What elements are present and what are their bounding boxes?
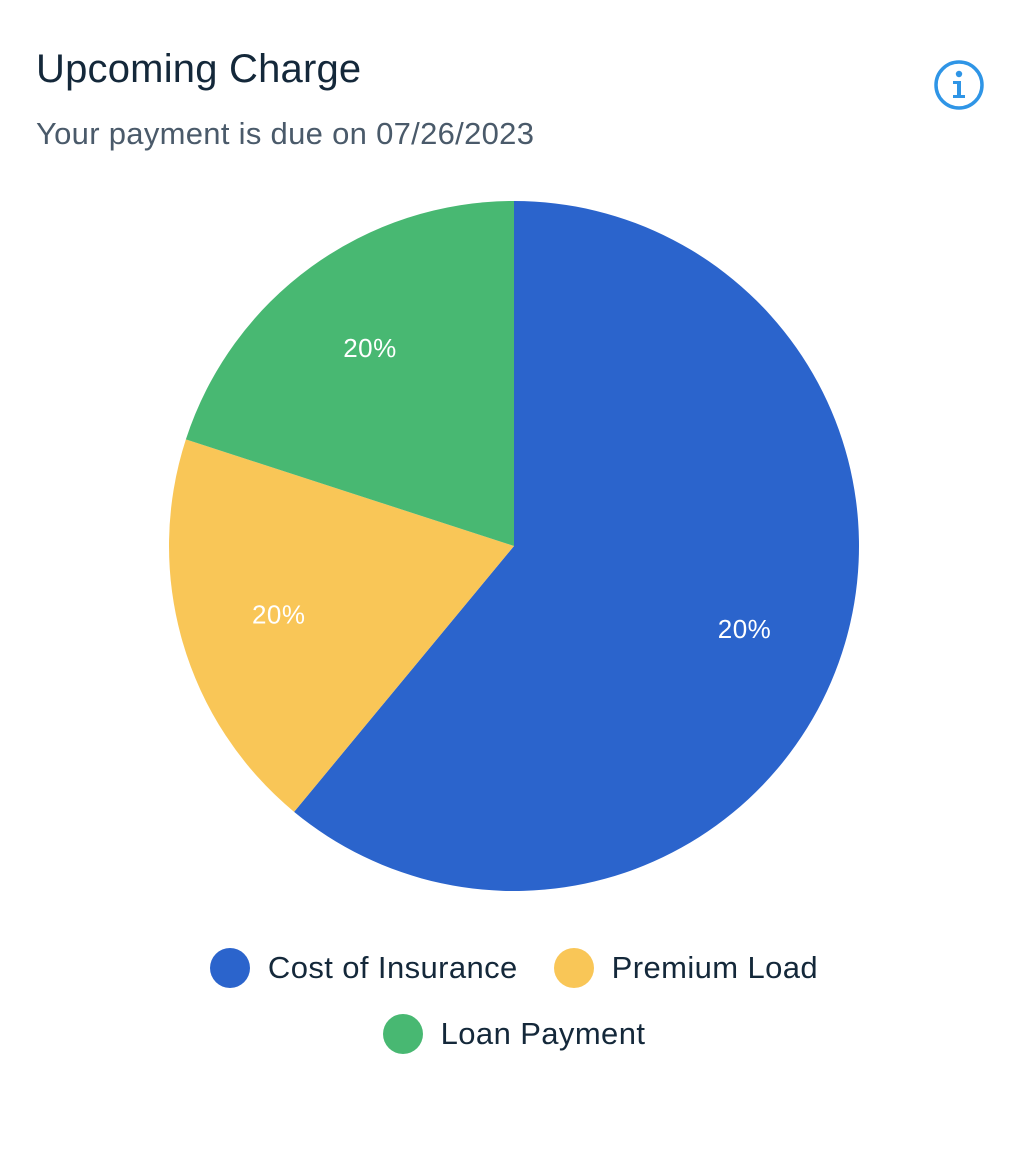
info-button[interactable] <box>932 58 986 112</box>
legend-label: Cost of Insurance <box>267 950 518 985</box>
pie-chart: 20% 20% 20% <box>168 201 859 891</box>
legend-label: Loan Payment <box>440 1016 646 1051</box>
info-icon <box>934 60 984 110</box>
pie-slice-loan-payment[interactable] <box>185 201 514 546</box>
legend-swatch-loan-payment <box>382 1014 423 1054</box>
slice-label-loan-payment: 20% <box>343 333 397 363</box>
legend-label: Premium Load <box>611 950 819 985</box>
slice-label-cost-of-insurance: 20% <box>718 614 772 644</box>
legend-item-loan-payment[interactable]: Loan Payment <box>382 1014 646 1054</box>
legend-item-premium-load[interactable]: Premium Load <box>553 948 819 988</box>
legend-swatch-premium-load <box>553 948 594 988</box>
chart-legend: Cost of Insurance Premium Load Loan Paym… <box>0 948 1028 1054</box>
card-title: Upcoming Charge <box>36 47 362 91</box>
payment-due-text: Your payment is due on 07/26/2023 <box>36 116 535 151</box>
slice-label-premium-load: 20% <box>252 599 306 629</box>
pie-slice-premium-load[interactable] <box>168 439 514 812</box>
pie-slice-cost-of-insurance[interactable] <box>294 201 859 891</box>
legend-item-cost-of-insurance[interactable]: Cost of Insurance <box>209 948 518 988</box>
legend-swatch-cost-of-insurance <box>209 948 250 988</box>
